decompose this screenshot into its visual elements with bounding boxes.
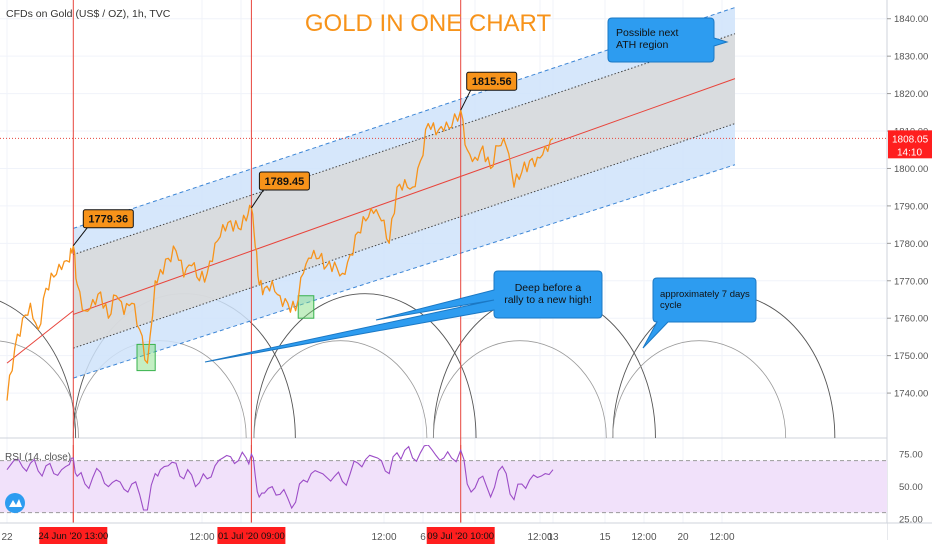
channel-inner-upper xyxy=(73,33,736,256)
annotation-callouts: Possible next ATH region Deep before a rall… xyxy=(204,17,757,363)
price-axis[interactable]: 1740.00 1750.00 1760.00 1770.00 1780.00 1790.… xyxy=(886,0,932,550)
dip-callout-bubble xyxy=(204,270,603,363)
green-highlight-box xyxy=(297,295,315,319)
cycle-arc-small xyxy=(433,340,607,438)
channel-inner-lower xyxy=(73,123,736,349)
rsi-tick-label: 75.00 xyxy=(899,450,923,461)
time-tick-label: 12:00 xyxy=(527,532,552,543)
bar-countdown: 14:10 xyxy=(897,147,922,158)
current-price-value: 1808.05 xyxy=(892,134,929,145)
price-label-box xyxy=(82,209,134,229)
logo-mountain-shape xyxy=(9,499,22,507)
price-axis-background xyxy=(887,0,932,550)
price-tick-label: 1770.00 xyxy=(894,276,928,287)
cycle-arc-large xyxy=(0,300,77,438)
price-tick-label: 1760.00 xyxy=(894,314,928,325)
cycle-vertical-lines xyxy=(0,0,887,523)
price-tick-label: 1800.00 xyxy=(894,164,928,175)
time-tick-label: 12:00 xyxy=(631,532,656,543)
price-tick-label: 1740.00 xyxy=(894,389,928,400)
symbol-info: CFDs on Gold (US$ / OZ), 1h, TVC xyxy=(6,8,171,20)
rsi-band xyxy=(0,460,887,513)
date-highlight-badge xyxy=(39,527,108,544)
price-label-box xyxy=(258,171,310,191)
current-price-badge xyxy=(888,130,932,159)
price-label-text: 1815.56 xyxy=(472,76,512,88)
time-tick-label: 6 xyxy=(420,532,426,543)
chart-headline: GOLD IN ONE CHART xyxy=(305,10,552,37)
price-tick-label: 1750.00 xyxy=(894,351,928,362)
ath-callout-text: Possible next ATH region xyxy=(616,27,679,51)
time-tick-label: 20 xyxy=(677,532,689,543)
cycle-arc-small xyxy=(253,340,428,438)
peak-price-labels: 1779.36 1789.45 1815.56 xyxy=(72,71,518,247)
time-tick-label: 12:00 xyxy=(371,532,396,543)
cycle-arc-small xyxy=(612,340,787,438)
green-highlight-box xyxy=(136,343,156,372)
cycle-arc-large xyxy=(253,293,477,438)
price-tick-label: 1840.00 xyxy=(894,14,928,25)
gold-price-line xyxy=(6,109,554,401)
date-highlight-label: 24 Jun '20 13:00 xyxy=(38,531,108,542)
date-highlight-badge xyxy=(426,527,495,544)
time-axis[interactable]: 2212:002912:006812:00131512:002012:0024 … xyxy=(0,522,932,550)
price-label-text: 1779.36 xyxy=(88,214,128,226)
price-label-text: 1789.45 xyxy=(265,176,305,188)
cycle-callout-bubble xyxy=(642,277,757,349)
price-tick-label: 1820.00 xyxy=(894,89,928,100)
rsi-pane: RSI (14, close) 75.00 50.00 25.00 xyxy=(0,445,923,526)
ath-callout-bubble xyxy=(607,17,729,63)
time-tick-label: 12:00 xyxy=(709,532,734,543)
price-label-pointer xyxy=(250,189,264,209)
rsi-line xyxy=(6,445,554,511)
time-tick-label: 15 xyxy=(599,532,611,543)
time-tick-label: 12:00 xyxy=(189,532,214,543)
time-tick-label: 22 xyxy=(1,532,13,543)
date-highlight-badge xyxy=(217,527,286,544)
date-highlight-label: 09 Jul '20 10:00 xyxy=(427,531,494,542)
price-tick-label: 1830.00 xyxy=(894,52,928,63)
rsi-tick-label: 50.00 xyxy=(899,482,923,493)
channel-outer-lower xyxy=(73,164,736,379)
time-tick-label: 13 xyxy=(547,532,559,543)
price-label-pointer xyxy=(460,89,472,111)
tradingview-logo-icon xyxy=(5,493,25,513)
cycle-arc-small xyxy=(0,340,79,438)
price-series xyxy=(6,109,554,401)
date-highlight-label: 01 Jul '20 09:00 xyxy=(218,531,285,542)
rsi-tick-label: 25.00 xyxy=(899,515,923,526)
channel-inner-fill xyxy=(73,33,736,349)
price-label-box xyxy=(466,71,518,91)
price-tick-label: 1780.00 xyxy=(894,239,928,250)
left-regression-line xyxy=(6,310,74,364)
dip-callout-text: Deep before a rally to a new high! xyxy=(504,282,592,306)
price-label-pointer xyxy=(72,227,88,247)
cycle-callout-text: approximately 7 days cycle xyxy=(660,289,750,311)
price-tick-label: 1790.00 xyxy=(894,201,928,212)
rsi-label: RSI (14, close) xyxy=(5,452,71,463)
